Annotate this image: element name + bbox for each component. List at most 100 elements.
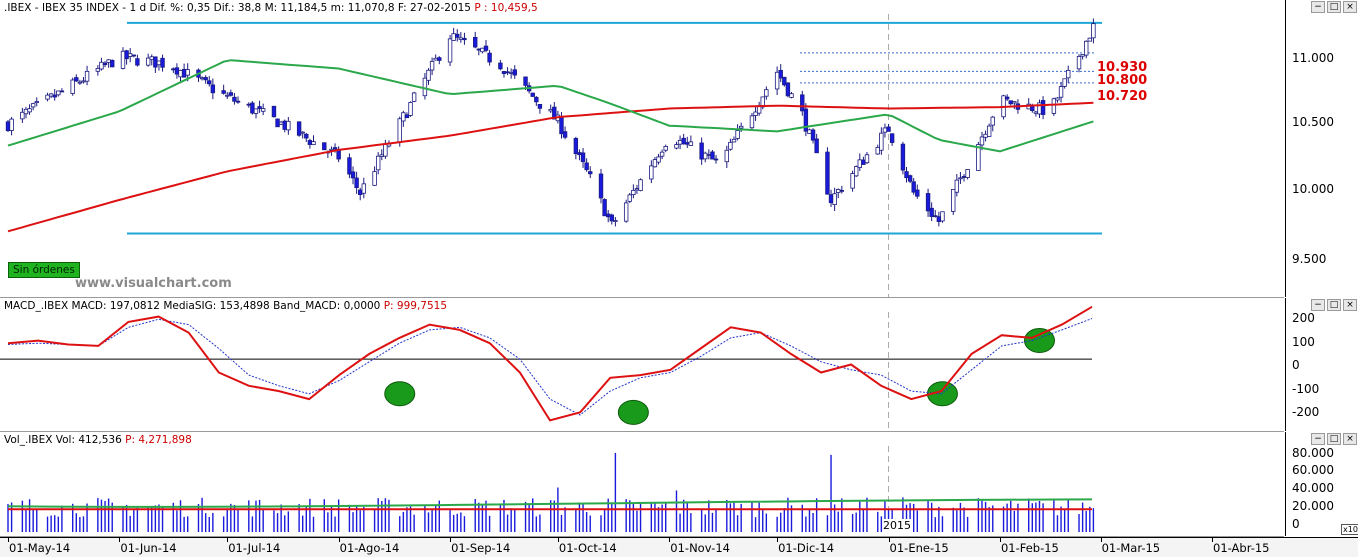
minimize-button[interactable]: − [1311, 1, 1325, 13]
candle-body-24 [127, 53, 133, 57]
candle-body-61 [311, 141, 316, 146]
date-tick-5 [450, 538, 452, 542]
candle-body-119 [606, 213, 611, 218]
date-label: F: [397, 2, 407, 14]
candle-body-34 [178, 70, 183, 78]
candle-body-47 [246, 103, 251, 106]
date-tick-8 [777, 538, 779, 542]
candle-body-53 [275, 118, 280, 128]
macd-cross-marker-4 [1023, 328, 1055, 354]
last-price-value: 10,459,5 [490, 2, 538, 14]
price-header: .IBEX - IBEX 35 INDEX - 1 d Dif. %: 0,35… [4, 2, 538, 14]
date-label-8: 01-Dic-14 [778, 541, 835, 555]
candle-body-190 [961, 176, 967, 178]
candle-body-172 [875, 147, 880, 155]
candle-body-77 [397, 118, 402, 143]
price-scale[interactable]: − □ × 11.000 10.500 10.000 9.500 [1285, 0, 1358, 297]
macd-minimize-button[interactable]: − [1311, 299, 1325, 311]
price-tick-11000: 11.000 [1292, 51, 1334, 65]
candle-body-44 [228, 92, 234, 96]
candle-body-137 [699, 142, 704, 160]
price-chart-svg[interactable] [0, 0, 1284, 297]
candle-body-195 [986, 125, 992, 137]
candle-body-25 [131, 54, 136, 57]
candle-body-10 [56, 90, 61, 96]
candle-body-126 [638, 179, 643, 191]
macd-p-value: 999,7515 [396, 300, 448, 312]
candle-body-145 [735, 130, 740, 139]
volume-header-text: Vol_.IBEX Vol: 412,536 [4, 434, 122, 446]
candle-body-144 [731, 138, 737, 143]
candle-body-199 [1008, 100, 1013, 105]
macd-cross-marker-1 [384, 381, 416, 407]
maximize-button[interactable]: □ [1327, 1, 1341, 13]
moving-average-long [7, 101, 1094, 233]
candle-body-29 [153, 56, 158, 68]
candle-body-120 [609, 214, 614, 222]
candle-body-42 [221, 90, 226, 94]
candle-body-171 [864, 154, 870, 164]
volume-average-green [7, 498, 1093, 508]
candle-body-27 [145, 57, 151, 66]
candle-body-62 [322, 142, 327, 151]
date-label-9: 01-Ene-15 [889, 541, 949, 555]
date-label-12: 01-Abr-15 [1213, 541, 1270, 555]
candle-body-132 [674, 144, 679, 149]
candle-body-180 [911, 181, 916, 193]
candle-body-57 [296, 121, 302, 136]
candle-body-9 [52, 94, 57, 98]
candle-body-6 [34, 101, 39, 103]
price-panel[interactable]: .IBEX - IBEX 35 INDEX - 1 d Dif. %: 0,35… [0, 0, 1284, 298]
candle-body-105 [534, 96, 539, 103]
candle-body-198 [1004, 96, 1010, 100]
candle-body-106 [537, 103, 543, 109]
candle-body-102 [523, 76, 528, 86]
candle-body-0 [5, 121, 11, 132]
candle-body-72 [372, 171, 377, 186]
candle-body-45 [232, 96, 237, 102]
volume-minimize-button[interactable]: − [1311, 433, 1325, 445]
candle-body-147 [749, 115, 755, 129]
candle-body-70 [358, 189, 363, 195]
candle-body-35 [181, 68, 187, 78]
volume-close-button[interactable]: × [1343, 433, 1357, 445]
date-label-2: 01-Jun-14 [120, 541, 177, 555]
candle-body-112 [573, 138, 579, 155]
volume-chart-svg[interactable] [0, 432, 1284, 536]
macd-panel[interactable]: MACD_.IBEX MACD: 197,0812 MediaSIG: 153,… [0, 298, 1284, 432]
candle-body-108 [552, 106, 557, 120]
candle-body-94 [480, 47, 485, 53]
volume-window-buttons: − □ × [1311, 433, 1357, 445]
candle-body-90 [458, 37, 464, 40]
volume-maximize-button[interactable]: □ [1327, 433, 1341, 445]
macd-scale[interactable]: − □ × 200 100 0 -100 -200 [1285, 298, 1358, 431]
no-orders-badge[interactable]: Sin órdenes [8, 262, 80, 278]
candle-body-177 [900, 143, 906, 171]
candle-body-111 [562, 131, 568, 138]
volume-tick-20000: 20.000 [1292, 499, 1334, 513]
date-tick-4 [338, 538, 340, 542]
candle-body-65 [332, 147, 338, 150]
candle-body-183 [929, 207, 934, 217]
candle-body-85 [433, 57, 438, 61]
candle-body-86 [437, 57, 442, 61]
macd-tick-100: 100 [1292, 335, 1315, 349]
date-tick-10 [999, 538, 1001, 542]
macd-close-button[interactable]: × [1343, 299, 1357, 311]
candle-body-170 [861, 159, 866, 165]
macd-chart-svg[interactable] [0, 298, 1284, 431]
candle-body-113 [577, 152, 582, 156]
volume-panel[interactable]: Vol_.IBEX Vol: 412,536 P: 4,271,898 [0, 432, 1284, 537]
volume-scale[interactable]: − □ × 80.000 60.000 40.000 20.000 0 [1285, 432, 1358, 536]
candle-body-79 [404, 114, 410, 119]
macd-maximize-button[interactable]: □ [1327, 299, 1341, 311]
date-value: 27-02-2015 [409, 2, 471, 14]
candle-body-92 [473, 36, 478, 48]
candle-body-31 [160, 57, 165, 68]
candle-body-173 [879, 132, 884, 151]
candle-body-174 [882, 127, 888, 133]
candle-body-127 [649, 165, 654, 180]
candle-body-160 [810, 129, 816, 141]
candle-body-211 [1066, 69, 1071, 79]
close-button[interactable]: × [1343, 1, 1357, 13]
